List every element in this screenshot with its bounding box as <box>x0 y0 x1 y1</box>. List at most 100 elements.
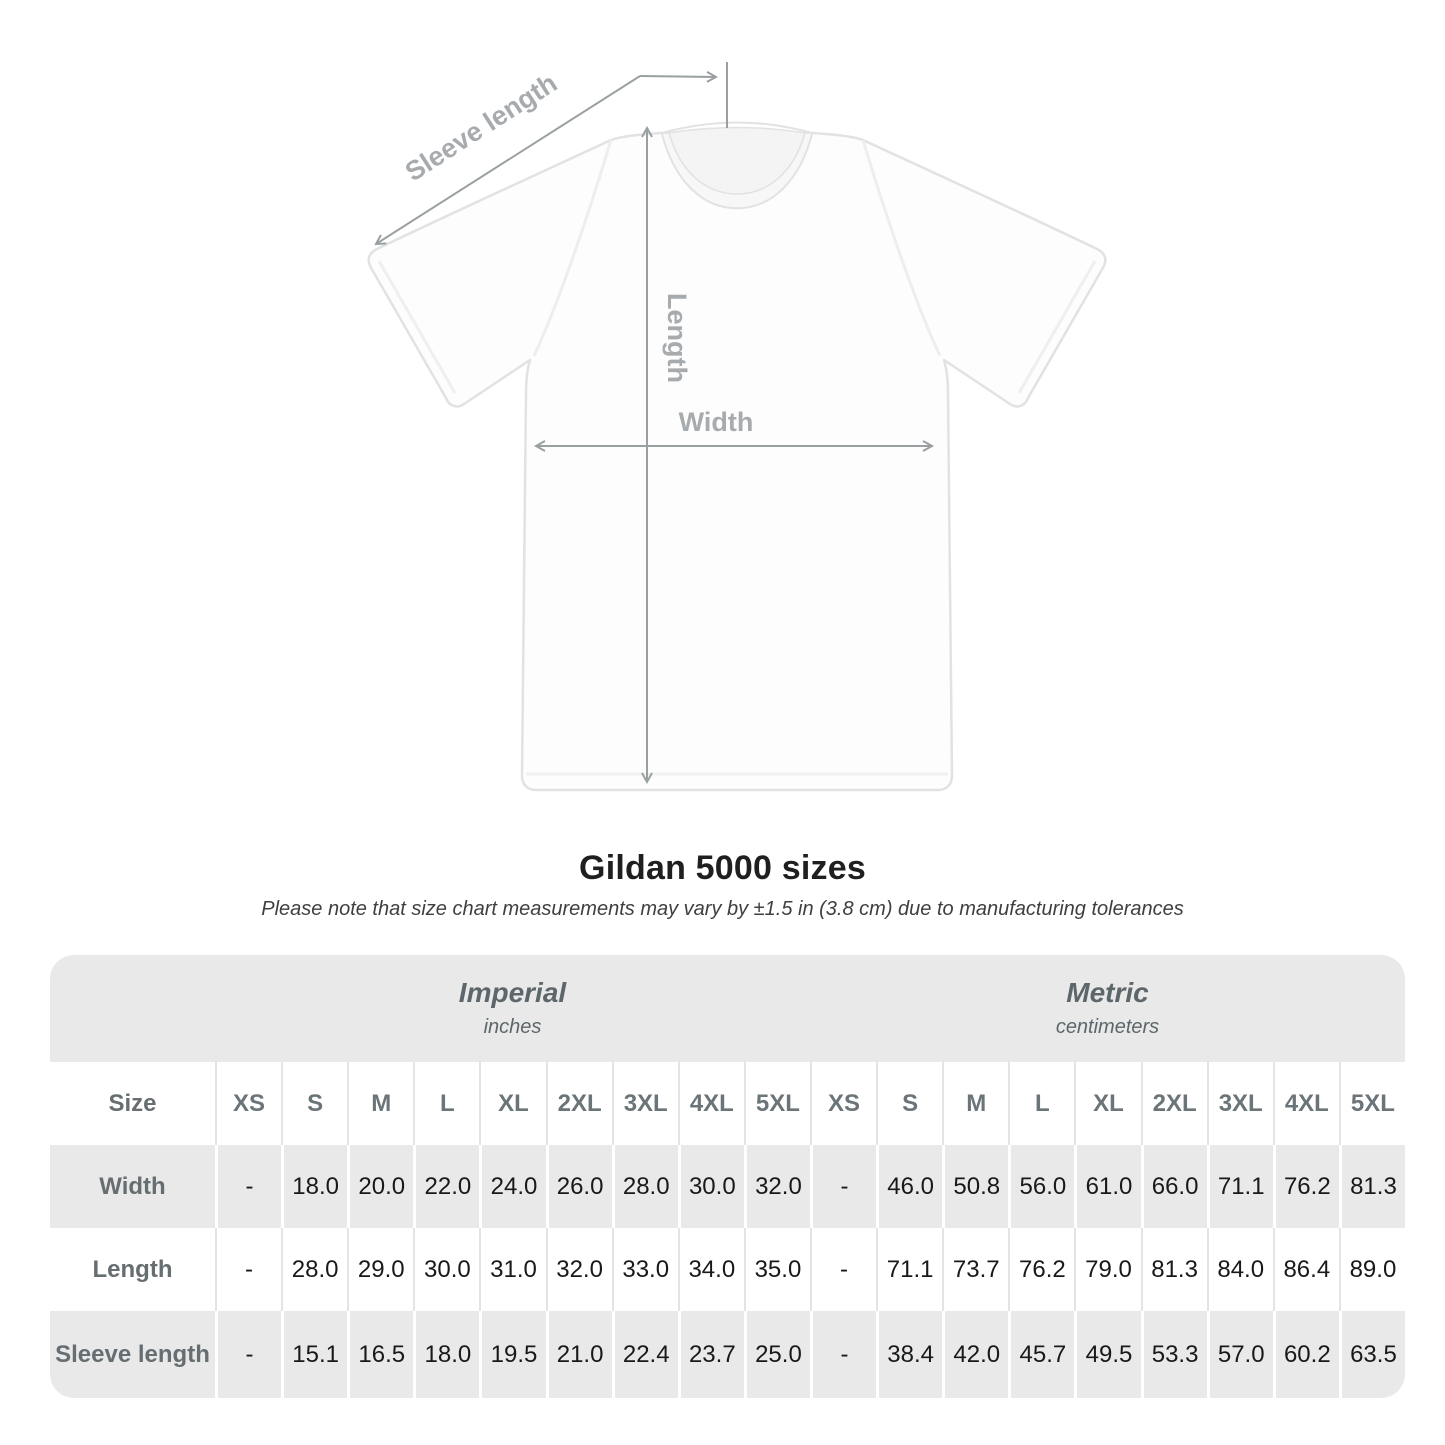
units-header-metric: Metric centimeters <box>810 955 1405 1062</box>
measurement-cell: 18.0 <box>281 1145 347 1228</box>
measurement-cell: 26.0 <box>545 1145 612 1228</box>
size-column-header: XS <box>810 1062 876 1145</box>
measurement-cell: 25.0 <box>743 1311 810 1398</box>
size-column-header: 3XL <box>611 1062 678 1145</box>
measurement-cell: - <box>215 1228 281 1311</box>
size-column-header: M <box>347 1062 413 1145</box>
size-column-header: 2XL <box>1140 1062 1207 1145</box>
tshirt-diagram: Sleeve length Length Width <box>367 62 1107 792</box>
row-label: Sleeve length <box>55 1340 210 1368</box>
measurement-cell: 45.7 <box>1008 1311 1074 1398</box>
measurement-cell: 19.5 <box>479 1311 545 1398</box>
measurement-cell: 49.5 <box>1074 1311 1140 1398</box>
table-row: Sleeve length -15.1 16.5 18.0 19.5 21.0 22.4 23… <box>50 1311 1405 1398</box>
measurement-cell: 30.0 <box>413 1228 479 1311</box>
size-header-corner: Size <box>108 1089 157 1117</box>
units-header-imperial: Imperial inches <box>215 955 810 1062</box>
page-title: Gildan 5000 sizes <box>579 849 866 887</box>
size-column-header: XL <box>1074 1062 1140 1145</box>
measurement-cell: 84.0 <box>1206 1228 1273 1311</box>
measurement-cell: 22.4 <box>611 1311 678 1398</box>
measurement-cell: 73.7 <box>942 1228 1008 1311</box>
table-row: Width -18.0 20.0 22.0 24.0 26.0 28.0 30.0 32.0-4… <box>50 1145 1405 1228</box>
measurement-cell: - <box>810 1228 876 1311</box>
measurement-cell: 46.0 <box>876 1145 942 1228</box>
metric-sublabel: centimeters <box>1055 1015 1160 1038</box>
measurement-cell: 24.0 <box>479 1145 545 1228</box>
size-column-header: 3XL <box>1206 1062 1273 1145</box>
measurement-cell: 71.1 <box>1206 1145 1273 1228</box>
measurement-cell: - <box>810 1145 876 1228</box>
row-label: Length <box>92 1255 173 1283</box>
measurement-cell: 33.0 <box>611 1228 678 1311</box>
measurement-cell: 81.3 <box>1338 1145 1405 1228</box>
measurement-cell: 28.0 <box>281 1228 347 1311</box>
measurement-cell: 86.4 <box>1272 1228 1339 1311</box>
table-row: Length -28.0 29.0 30.0 31.0 32.0 33.0 34.0 35.0-… <box>50 1228 1405 1311</box>
measurement-cell: 21.0 <box>545 1311 612 1398</box>
measurement-cell: 81.3 <box>1140 1228 1207 1311</box>
measurement-cell: 32.0 <box>545 1228 612 1311</box>
measurement-cell: 63.5 <box>1338 1311 1405 1398</box>
measurement-cell: 15.1 <box>281 1311 347 1398</box>
measurement-cell: 18.0 <box>413 1311 479 1398</box>
measurement-cell: 66.0 <box>1140 1145 1207 1228</box>
measurement-cell: 61.0 <box>1074 1145 1140 1228</box>
size-column-header: 5XL <box>1338 1062 1405 1145</box>
measurement-cell: 32.0 <box>743 1145 810 1228</box>
measurement-cell: 57.0 <box>1206 1311 1273 1398</box>
measurement-cell: 76.2 <box>1008 1228 1074 1311</box>
measurement-cell: 71.1 <box>876 1228 942 1311</box>
measurement-cell: 38.4 <box>876 1311 942 1398</box>
size-column-header: XS <box>215 1062 281 1145</box>
size-column-header: L <box>413 1062 479 1145</box>
size-header-row: Size XS S M L XL 2XL 3XL 4XL 5XL XS S M L XL 2XL 3XL 4XL… <box>50 1062 1405 1145</box>
measurement-cell: 60.2 <box>1272 1311 1339 1398</box>
size-column-header: 4XL <box>1272 1062 1339 1145</box>
measurement-cell: 29.0 <box>347 1228 413 1311</box>
measurement-cell: - <box>215 1145 281 1228</box>
measurement-cell: 34.0 <box>677 1228 744 1311</box>
units-header-row: Imperial inches Metric centimeters <box>50 955 1405 1062</box>
measurement-arrows <box>374 62 935 785</box>
measurement-cell: - <box>810 1311 876 1398</box>
measurement-cell: 50.8 <box>942 1145 1008 1228</box>
measurement-cell: 56.0 <box>1008 1145 1074 1228</box>
measurement-cell: 35.0 <box>743 1228 810 1311</box>
measurement-cell: - <box>215 1311 281 1398</box>
size-column-header: 2XL <box>545 1062 612 1145</box>
tolerance-note: Please note that size chart measurements… <box>261 898 1184 920</box>
row-label: Width <box>99 1172 166 1200</box>
measurement-cell: 53.3 <box>1140 1311 1207 1398</box>
imperial-sublabel: inches <box>483 1015 542 1038</box>
measurement-cell: 28.0 <box>611 1145 678 1228</box>
measurement-cell: 42.0 <box>942 1311 1008 1398</box>
sleeve-length-label: Sleeve length <box>400 68 563 188</box>
measurement-cell: 76.2 <box>1272 1145 1339 1228</box>
sleeve-arrow-diagonal <box>374 75 641 246</box>
tshirt-outline <box>367 121 1107 792</box>
size-column-header: M <box>942 1062 1008 1145</box>
units-header-corner <box>50 955 215 1062</box>
size-table: Imperial inches Metric centimeters Size … <box>50 955 1405 1398</box>
measurement-cell: 79.0 <box>1074 1228 1140 1311</box>
metric-label: Metric <box>1066 977 1149 1009</box>
size-column-header: S <box>281 1062 347 1145</box>
measurement-cell: 22.0 <box>413 1145 479 1228</box>
size-column-header: 4XL <box>677 1062 744 1145</box>
measurement-cell: 30.0 <box>677 1145 744 1228</box>
size-column-header: XL <box>479 1062 545 1145</box>
measurement-cell: 89.0 <box>1338 1228 1405 1311</box>
measurement-cell: 16.5 <box>347 1311 413 1398</box>
size-column-header: 5XL <box>743 1062 810 1145</box>
width-label: Width <box>679 407 754 437</box>
length-label: Length <box>662 293 692 383</box>
measurement-cell: 31.0 <box>479 1228 545 1311</box>
measurement-cell: 23.7 <box>677 1311 744 1398</box>
imperial-label: Imperial <box>458 977 567 1009</box>
size-column-header: L <box>1008 1062 1074 1145</box>
measurement-cell: 20.0 <box>347 1145 413 1228</box>
size-column-header: S <box>876 1062 942 1145</box>
sleeve-arrow-horizontal <box>639 71 719 83</box>
